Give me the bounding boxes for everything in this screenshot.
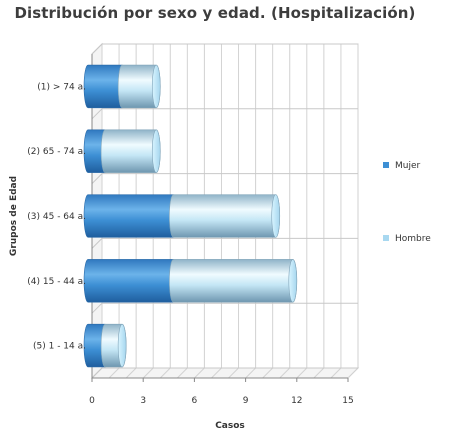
bar-end-cap [271,194,281,238]
legend-label-mujer: Mujer [395,161,421,171]
bar-end-cap [117,323,127,368]
grid-line-side [91,367,103,379]
chart-title: Distribución por sexo y edad. (Hospitali… [14,4,416,22]
grid-line-side [91,238,103,249]
grid-line-floor [176,367,188,379]
y-category-label: (4) 15 - 44 a. [27,277,86,287]
grid-line-floor [194,367,205,379]
bars [83,64,298,368]
grid-line-floor [245,367,256,379]
grid-line-side [91,43,103,55]
grid-line-side [91,108,103,120]
x-axis-title: Casos [215,421,245,431]
grid-line-floor [142,367,154,379]
bar-end-cap [288,259,298,303]
grid-line-side [91,173,103,184]
grid-line-floor [159,367,171,379]
grid-line-floor [125,367,137,379]
legend-swatch-hombre [383,235,389,241]
x-tick-label: 3 [140,396,146,406]
legend-swatch-mujer [383,162,389,168]
grid-line-floor [108,367,120,379]
y-category-label: (2) 65 - 74 a. [27,147,86,157]
grid-line-floor [262,367,274,379]
bar-segment-mujer [83,259,178,303]
grid-line-side [91,302,103,314]
y-category-label: (3) 45 - 64 a. [27,212,86,222]
bar-segment-mujer [83,194,178,238]
grid-line-floor [296,367,308,379]
x-tick-label: 15 [342,396,353,406]
x-tick-label: 0 [89,396,95,406]
legend-label-hombre: Hombre [395,234,431,244]
legend: Mujer Hombre [383,161,431,244]
bar-segment-hombre [169,194,281,238]
grid-line-floor [347,367,359,379]
grid-line-floor [313,367,325,379]
y-category-label: (1) > 74 a. [37,82,86,92]
x-tick-label: 12 [291,396,302,406]
grid-line-floor [228,367,239,379]
grid-line-floor [279,367,291,379]
bar-end-cap [151,64,161,109]
grid-line-floor [211,367,222,379]
bar-end-cap [151,129,161,173]
bar-segment-hombre [100,129,161,173]
y-axis-title: Grupos de Edad [9,176,19,256]
x-tick-label: 9 [243,396,249,406]
plot-floor [90,367,360,379]
x-tick-label: 6 [192,396,198,406]
bar-segment-hombre [169,259,298,303]
grid-line-floor [330,367,342,379]
axis-labels: 0 3 6 9 12 15 (1) > 74 a. (2) 65 - 74 a. (3) 45 … [9,82,354,431]
y-category-label: (5) 1 - 14 a. [33,342,86,352]
